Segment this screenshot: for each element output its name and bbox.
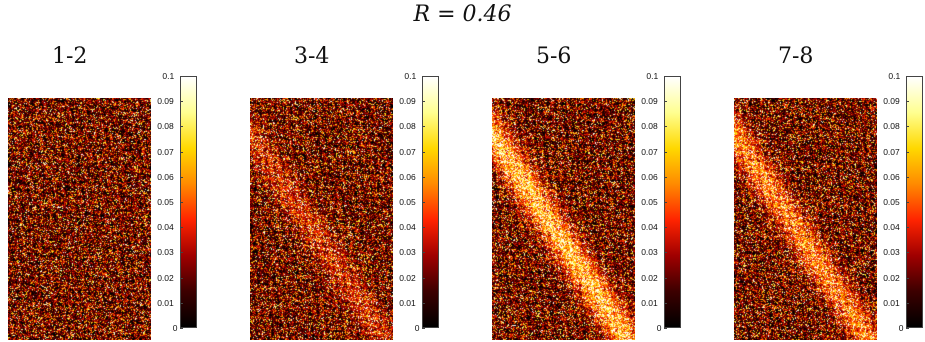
colorbar-tick-mark xyxy=(422,202,425,203)
colorbar-tick-label: 0.02 xyxy=(641,272,658,283)
colorbar-tick-label: 0.07 xyxy=(399,146,416,157)
colorbar-tick-label: 0 xyxy=(172,323,178,333)
colorbar-tick-label: 0.01 xyxy=(157,297,174,308)
colorbar-tick-mark xyxy=(906,277,909,279)
colorbar-tick-label: 0.08 xyxy=(883,121,900,132)
colorbar-tick-label: 0.02 xyxy=(883,272,900,283)
colorbar-tick-label: 0.01 xyxy=(883,297,900,308)
colorbar-tick-label: 0.04 xyxy=(157,222,174,233)
colorbar-tick-label: 0.08 xyxy=(399,121,416,132)
colorbar-tick-label: 0.06 xyxy=(641,171,658,182)
heatmap-1-2 xyxy=(8,98,151,340)
colorbar-tick-mark xyxy=(422,176,425,178)
colorbar-tick-label: 0.04 xyxy=(399,222,416,233)
colorbar-tick-label: 0 xyxy=(414,323,420,333)
colorbar-tick-mark xyxy=(180,302,183,304)
colorbar-tick-mark xyxy=(180,151,183,153)
colorbar-tick-label: 0.03 xyxy=(157,247,174,258)
colorbar-tick-mark xyxy=(180,76,183,77)
panel-title: 1-2 xyxy=(52,44,88,69)
colorbar-tick-label: 0.07 xyxy=(641,146,658,157)
colorbar-tick-mark xyxy=(422,277,425,279)
colorbar-tick-label: 0.03 xyxy=(399,247,416,258)
colorbar-tick-mark xyxy=(180,176,183,178)
colorbar-tick-mark xyxy=(664,151,667,153)
colorbar-tick-label: 0.1 xyxy=(646,71,659,81)
colorbar-tick-mark xyxy=(422,101,425,103)
colorbar-tick-mark xyxy=(906,126,909,128)
colorbar-tick-mark xyxy=(906,252,909,254)
colorbar-tick-label: 0.08 xyxy=(157,121,174,132)
colorbar-tick-mark xyxy=(664,126,667,128)
colorbar-tick-label: 0.02 xyxy=(399,272,416,283)
colorbar-tick-mark xyxy=(906,101,909,103)
colorbar-tick-label: 0.06 xyxy=(883,171,900,182)
colorbar-tick-label: 0.07 xyxy=(883,146,900,157)
colorbar-tick-mark xyxy=(664,176,667,178)
panel-title: 5-6 xyxy=(536,44,572,69)
colorbar-tick-mark xyxy=(664,252,667,254)
colorbar-tick-mark xyxy=(664,277,667,279)
colorbar-tick-mark xyxy=(422,328,425,329)
colorbar-tick-mark xyxy=(664,328,667,329)
colorbar-tick-label: 0.05 xyxy=(399,197,416,207)
colorbar-tick-label: 0.09 xyxy=(641,96,658,107)
colorbar-tick-mark xyxy=(664,302,667,304)
colorbar-tick-label: 0.04 xyxy=(641,222,658,233)
colorbar-tick-mark xyxy=(906,227,909,229)
colorbar-tick-mark xyxy=(664,227,667,229)
colorbar-tick-label: 0.03 xyxy=(883,247,900,258)
colorbar-tick-mark xyxy=(180,126,183,128)
colorbar-tick-mark xyxy=(180,277,183,279)
colorbar-tick-label: 0.02 xyxy=(157,272,174,283)
colorbar-tick-mark xyxy=(664,101,667,103)
colorbar-tick-mark xyxy=(906,202,909,203)
colorbar-tick-mark xyxy=(422,76,425,77)
colorbar-tick-label: 0.08 xyxy=(641,121,658,132)
colorbar-tick-label: 0.07 xyxy=(157,146,174,157)
colorbar-tick-mark xyxy=(906,176,909,178)
colorbar-tick-label: 0.1 xyxy=(404,71,417,81)
colorbar-tick-mark xyxy=(180,328,183,329)
colorbar-tick-label: 0.03 xyxy=(641,247,658,258)
colorbar-tick-label: 0.04 xyxy=(883,222,900,233)
colorbar-tick-label: 0.06 xyxy=(157,171,174,182)
colorbar-tick-mark xyxy=(180,101,183,103)
colorbar-tick-label: 0.01 xyxy=(641,297,658,308)
panel-title: 3-4 xyxy=(294,44,330,69)
colorbar-tick-label: 0.09 xyxy=(883,96,900,107)
colorbar-tick-mark xyxy=(180,227,183,229)
colorbar-tick-mark xyxy=(180,252,183,254)
colorbar-tick-label: 0 xyxy=(656,323,662,333)
colorbar-tick-mark xyxy=(906,76,909,77)
colorbar-tick-label: 0.01 xyxy=(399,297,416,308)
figure-title: R = 0.46 xyxy=(0,2,925,27)
panel-title: 7-8 xyxy=(778,44,814,69)
colorbar-tick-label: 0.05 xyxy=(883,197,900,207)
heatmap-3-4 xyxy=(250,98,393,340)
figure-title-text: R = 0.46 xyxy=(413,2,512,27)
colorbar-tick-label: 0.05 xyxy=(641,197,658,207)
colorbar-tick-mark xyxy=(906,151,909,153)
colorbar-tick-mark xyxy=(906,328,909,329)
colorbar-tick-mark xyxy=(422,302,425,304)
colorbar-tick-mark xyxy=(664,202,667,203)
colorbar-tick-mark xyxy=(664,76,667,77)
colorbar-tick-label: 0.1 xyxy=(162,71,175,81)
colorbar-tick-label: 0 xyxy=(898,323,904,333)
colorbar-tick-mark xyxy=(906,302,909,304)
colorbar-tick-mark xyxy=(422,151,425,153)
colorbar-tick-label: 0.09 xyxy=(399,96,416,107)
heatmap-5-6 xyxy=(492,98,635,340)
colorbar-tick-label: 0.05 xyxy=(157,197,174,207)
colorbar-tick-mark xyxy=(422,126,425,128)
colorbar-tick-label: 0.06 xyxy=(399,171,416,182)
colorbar-tick-mark xyxy=(422,252,425,254)
colorbar-tick-mark xyxy=(180,202,183,203)
colorbar-tick-label: 0.1 xyxy=(888,71,901,81)
colorbar-tick-mark xyxy=(422,227,425,229)
colorbar-tick-label: 0.09 xyxy=(157,96,174,107)
heatmap-7-8 xyxy=(734,98,877,340)
